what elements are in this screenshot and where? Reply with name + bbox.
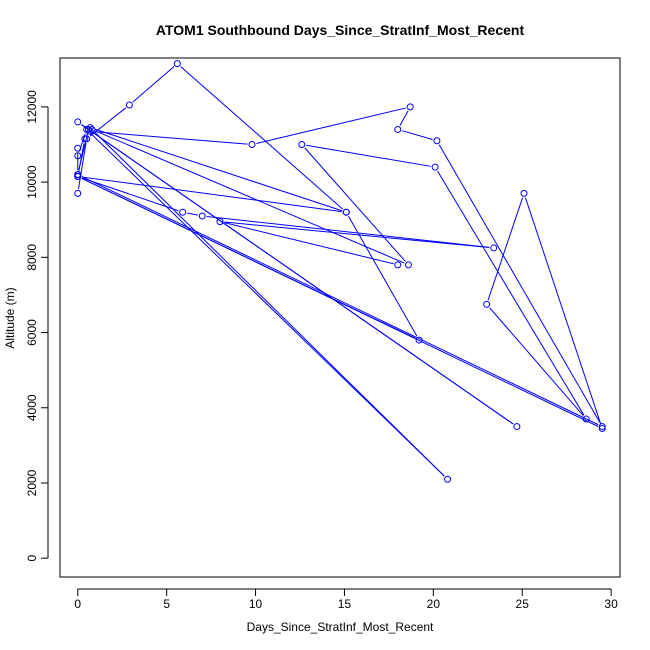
x-tick-label: 5	[163, 597, 170, 611]
data-point	[216, 218, 224, 226]
series-segment	[348, 215, 418, 337]
series-segment	[78, 143, 87, 190]
data-point	[74, 152, 82, 160]
data-point	[88, 125, 96, 133]
series-segment	[524, 197, 602, 425]
x-tick-label: 0	[74, 597, 81, 611]
series-segment	[82, 176, 342, 213]
data-point	[483, 300, 491, 308]
data-point	[406, 103, 414, 111]
data-point	[513, 423, 521, 431]
series-segment	[489, 307, 584, 416]
data-point	[86, 124, 94, 132]
data-point	[74, 144, 82, 152]
data-point	[248, 141, 256, 148]
data-point	[431, 163, 439, 171]
y-tick-label: 12000	[25, 90, 39, 124]
series-segment	[436, 170, 585, 416]
data-point	[298, 141, 306, 148]
data-point	[125, 101, 133, 109]
chart-title: ATOM1 Southbound Days_Since_StratInf_Mos…	[156, 22, 525, 38]
data-point	[582, 415, 590, 423]
series-segment	[224, 222, 394, 265]
data-point	[74, 171, 82, 179]
plot-area-frame	[59, 57, 621, 578]
series-segment	[81, 177, 599, 427]
y-tick-label: 2000	[25, 469, 39, 496]
series-segment	[256, 107, 406, 144]
data-point	[86, 127, 94, 135]
data-point	[415, 336, 423, 344]
data-point	[173, 60, 181, 68]
y-axis-label: Altitude (m)	[3, 287, 17, 348]
series-segment	[81, 176, 599, 426]
series-segment	[94, 128, 343, 212]
y-axis: 0 2000 4000 6000 8000 10000 12000	[25, 90, 49, 562]
series-segment	[94, 132, 445, 477]
y-tick-label: 4000	[25, 394, 39, 421]
data-point	[444, 475, 452, 483]
data-point	[74, 189, 82, 197]
data-point	[433, 137, 441, 145]
series-segment	[94, 131, 248, 145]
y-tick-label: 0	[25, 555, 39, 562]
x-tick-label: 20	[427, 597, 441, 611]
series-segment	[81, 177, 179, 212]
series-segment	[95, 130, 405, 264]
series-segment	[401, 130, 433, 140]
series-segment	[306, 144, 431, 167]
x-axis: 0 5 10 15 20 25 30	[74, 588, 618, 611]
y-tick-label: 8000	[25, 244, 39, 271]
x-axis-label: Days_Since_StratInf_Most_Recent	[247, 620, 434, 634]
series-segment	[186, 212, 198, 216]
x-tick-label: 30	[604, 597, 618, 611]
x-tick-label: 15	[338, 597, 352, 611]
series-segment	[399, 110, 409, 126]
data-point	[394, 125, 402, 133]
series-segment	[180, 66, 344, 210]
series-segment	[438, 144, 601, 423]
data-point	[394, 261, 402, 269]
y-tick-label: 10000	[25, 165, 39, 199]
data-point	[179, 208, 187, 216]
data-point	[342, 208, 350, 216]
series-lines	[77, 66, 602, 477]
data-point	[598, 424, 606, 432]
series-segment	[132, 66, 175, 103]
series-points	[74, 60, 606, 483]
data-point	[81, 135, 89, 143]
series-segment	[487, 197, 524, 301]
data-point	[598, 423, 606, 431]
x-tick-label: 25	[516, 597, 530, 611]
series-segment	[304, 147, 406, 262]
series-segment	[78, 143, 85, 173]
series-segment	[89, 132, 445, 477]
series-segment	[206, 215, 490, 248]
data-point	[404, 261, 412, 269]
series-segment	[81, 124, 514, 425]
data-point	[490, 244, 498, 252]
data-point	[198, 212, 206, 220]
data-point	[74, 172, 82, 180]
data-point	[83, 125, 91, 133]
data-point	[520, 189, 528, 197]
x-tick-label: 10	[249, 597, 263, 611]
y-tick-label: 6000	[25, 319, 39, 346]
data-point	[74, 118, 82, 126]
series-segment	[224, 221, 490, 248]
